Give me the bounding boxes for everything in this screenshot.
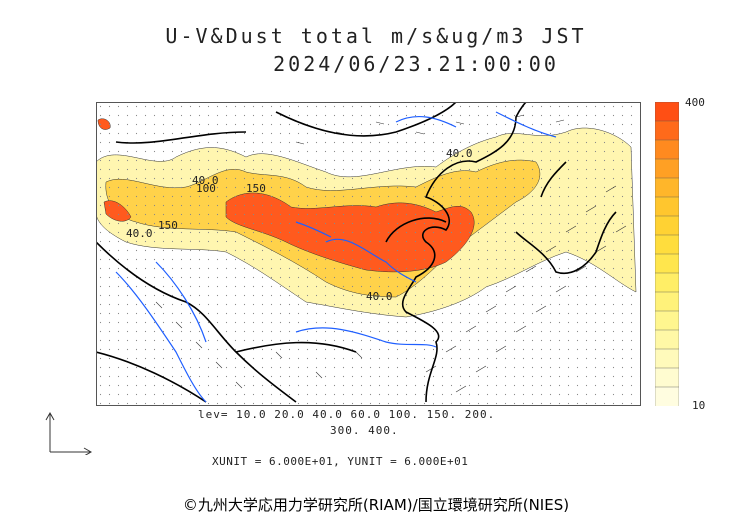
legend-swatch [655, 215, 679, 236]
vector-units: XUNIT = 6.000E+01, YUNIT = 6.000E+01 [212, 455, 469, 468]
legend-swatch [655, 177, 679, 198]
legend-swatch [655, 196, 679, 217]
legend-min-label: 10 [692, 399, 706, 412]
contour-label-6: 40.0 [366, 290, 393, 303]
contour-label-1: 40.0 [192, 174, 219, 187]
legend-swatch [655, 386, 679, 406]
legend-swatch [655, 120, 679, 141]
credit-line: ©九州大学応用力学研究所(RIAM)/国立環境研究所(NIES) [182, 496, 570, 514]
chart-datetime: 2024/06/23.21:00:00 [273, 52, 559, 76]
legend-swatch [655, 158, 679, 179]
rivers [115, 111, 557, 403]
contour-label-2: 40.0 [446, 147, 473, 160]
contour-label-3: 150 [246, 182, 266, 195]
legend-max-label: 400 [685, 96, 705, 109]
legend-swatch [655, 272, 679, 293]
contour-label-4: 150 [158, 219, 178, 232]
dust-map: 40.0 40.0 150 150 100 40.0 40.0 [96, 102, 641, 406]
contour-levels-line2: 300. 400. [330, 424, 399, 437]
contour-label-7: 40.0 [126, 227, 153, 240]
reference-vector-icon [45, 411, 93, 455]
color-legend [655, 102, 679, 406]
contour-levels-line1: lev= 10.0 20.0 40.0 60.0 100. 150. 200. [198, 408, 496, 421]
legend-swatch [655, 329, 679, 350]
legend-swatch [655, 291, 679, 312]
legend-swatch [655, 234, 679, 255]
legend-swatch [655, 253, 679, 274]
coastlines [96, 102, 617, 403]
legend-swatch [655, 102, 679, 122]
chart-title: U-V&Dust total m/s&ug/m3 JST [165, 24, 587, 48]
contour-label-5: 100 [196, 182, 216, 195]
legend-swatch [655, 310, 679, 331]
legend-swatch [655, 367, 679, 388]
legend-swatch [655, 139, 679, 160]
legend-swatch [655, 348, 679, 369]
